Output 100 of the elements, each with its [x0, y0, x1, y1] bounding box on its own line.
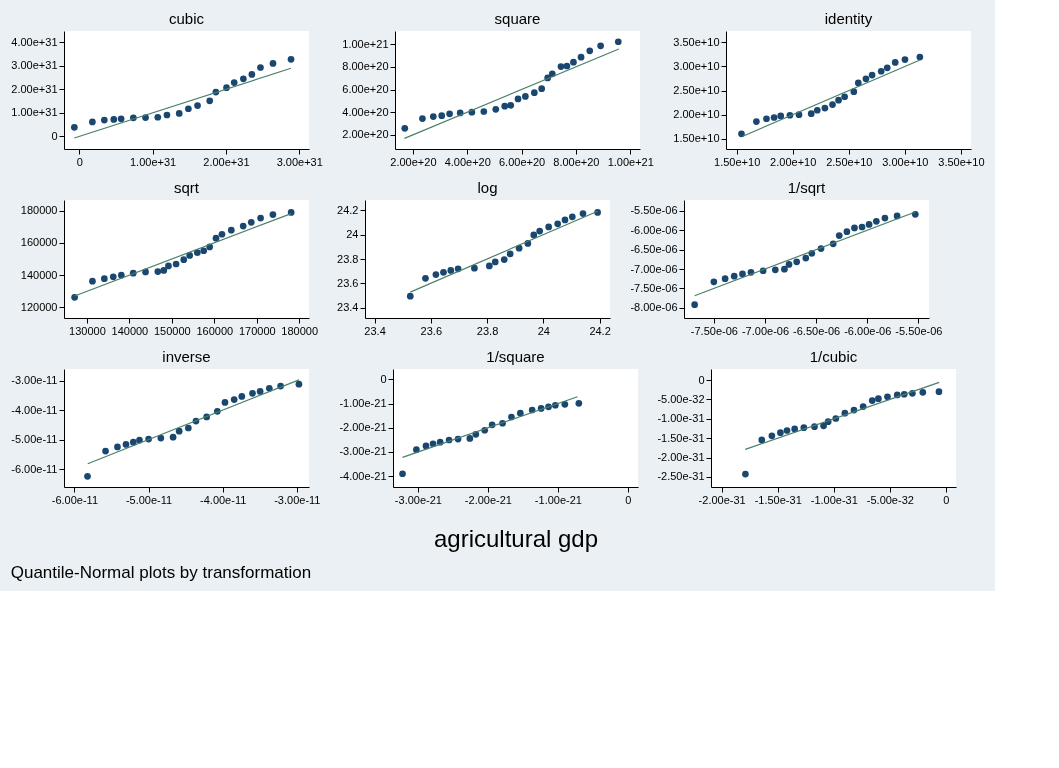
point: [738, 130, 745, 138]
point: [561, 216, 569, 224]
point: [180, 256, 188, 263]
x-tick-label: 1.00e+31: [129, 155, 177, 168]
x-tick-label: 180000: [281, 324, 319, 337]
y-tick-label: -1.00e-31: [657, 412, 705, 425]
point: [212, 234, 220, 242]
y-tick-label: 4.00e+31: [11, 35, 58, 48]
point: [142, 268, 149, 276]
point: [770, 114, 778, 121]
x-tick-label: 3.00e+31: [276, 155, 323, 168]
point: [771, 266, 779, 274]
point: [813, 106, 821, 114]
point: [257, 214, 264, 222]
y-tick-label: -6.00e-06: [630, 223, 678, 236]
point: [807, 110, 815, 118]
point: [862, 75, 870, 83]
point: [793, 258, 801, 266]
x-tick-label: 2.50e+10: [826, 155, 873, 168]
point: [500, 256, 508, 263]
x-tick-label: -2.00e-21: [464, 493, 512, 506]
chart-title: identity: [824, 10, 873, 27]
x-axis-title: agricultural gdp: [433, 524, 599, 552]
point: [877, 67, 885, 75]
point: [218, 230, 226, 238]
x-tick-label: -6.50e-06: [793, 324, 841, 337]
y-tick-label: 23.6: [337, 276, 359, 289]
point: [851, 224, 858, 232]
point: [821, 104, 829, 112]
x-tick-label: -2.00e-31: [698, 493, 746, 506]
x-tick-label: -6.00e-06: [844, 324, 892, 337]
point: [781, 265, 788, 273]
y-tick-label: 24.2: [337, 203, 359, 216]
x-tick-label: 24.2: [589, 324, 611, 337]
x-tick-label: 150000: [153, 324, 191, 337]
point: [568, 213, 576, 221]
y-tick-label: -2.00e-21: [339, 421, 387, 434]
point: [858, 223, 866, 231]
y-tick-label: 4.00e+20: [342, 105, 389, 118]
point: [777, 112, 785, 120]
point: [247, 218, 255, 226]
point: [841, 93, 848, 101]
y-tick-label: -8.00e-06: [630, 301, 678, 314]
x-tick-label: 160000: [196, 324, 234, 337]
y-tick-label: -3.00e-11: [11, 374, 58, 387]
point: [554, 220, 562, 228]
point: [865, 221, 873, 228]
x-tick-label: 3.00e+10: [882, 155, 929, 168]
point: [491, 258, 499, 266]
x-tick-label: 8.00e+20: [553, 155, 600, 168]
point: [881, 214, 889, 222]
x-tick-label: -6.00e-11: [51, 493, 99, 506]
x-tick-label: 170000: [238, 324, 276, 337]
point: [287, 209, 295, 216]
y-tick-label: 2.00e+31: [11, 82, 58, 95]
point: [730, 272, 738, 280]
x-tick-label: -5.00e-11: [125, 493, 173, 506]
x-tick-label: -7.50e-06: [690, 324, 738, 337]
y-tick-label: 8.00e+20: [342, 60, 389, 73]
point: [89, 277, 96, 285]
x-tick-label: 1.00e+21: [607, 155, 654, 168]
point: [891, 59, 899, 66]
point: [868, 71, 876, 79]
chart-title: square: [494, 10, 541, 27]
x-tick-label: 0: [76, 155, 83, 168]
x-tick-label: 2.00e+10: [770, 155, 817, 168]
x-tick-label: 4.00e+20: [444, 155, 491, 168]
point: [160, 267, 168, 274]
point: [536, 227, 544, 235]
y-tick-label: 2.50e+10: [673, 84, 720, 97]
x-tick-label: 140000: [111, 324, 149, 337]
x-tick-label: 6.00e+20: [498, 155, 546, 168]
x-tick-label: 3.50e+10: [938, 155, 985, 168]
x-tick-label: -4.00e-11: [200, 493, 247, 506]
y-tick-label: 0: [51, 129, 58, 142]
point: [100, 275, 108, 283]
y-tick-label: -3.00e-21: [339, 445, 387, 458]
x-tick-label: 2.00e+31: [203, 155, 250, 168]
point: [916, 53, 924, 61]
x-tick-label: 24: [537, 324, 550, 337]
x-tick-label: 23.8: [476, 324, 499, 337]
y-tick-label: -5.00e-32: [657, 392, 705, 405]
point: [835, 96, 842, 104]
y-tick-label: -1.50e-31: [657, 431, 705, 444]
y-tick-label: 6.00e+20: [342, 83, 389, 96]
x-tick-label: 23.6: [420, 324, 443, 337]
x-tick-label: 130000: [69, 324, 106, 337]
chart-title: 1/square: [486, 348, 545, 365]
point: [406, 292, 414, 300]
y-tick-label: -2.50e-31: [657, 470, 705, 483]
y-tick-label: 3.50e+10: [673, 35, 720, 48]
y-tick-label: -6.50e-06: [630, 243, 678, 256]
text: Quantile-Normal plots by transformation: [10, 563, 312, 582]
point: [739, 270, 746, 278]
point: [911, 210, 919, 218]
x-tick-label: -7.00e-06: [741, 324, 790, 337]
y-tick-label: 1.00e+31: [11, 106, 58, 119]
chart-title: 1/sqrt: [787, 179, 827, 196]
y-tick-label: 120000: [20, 300, 58, 313]
point: [109, 273, 117, 281]
